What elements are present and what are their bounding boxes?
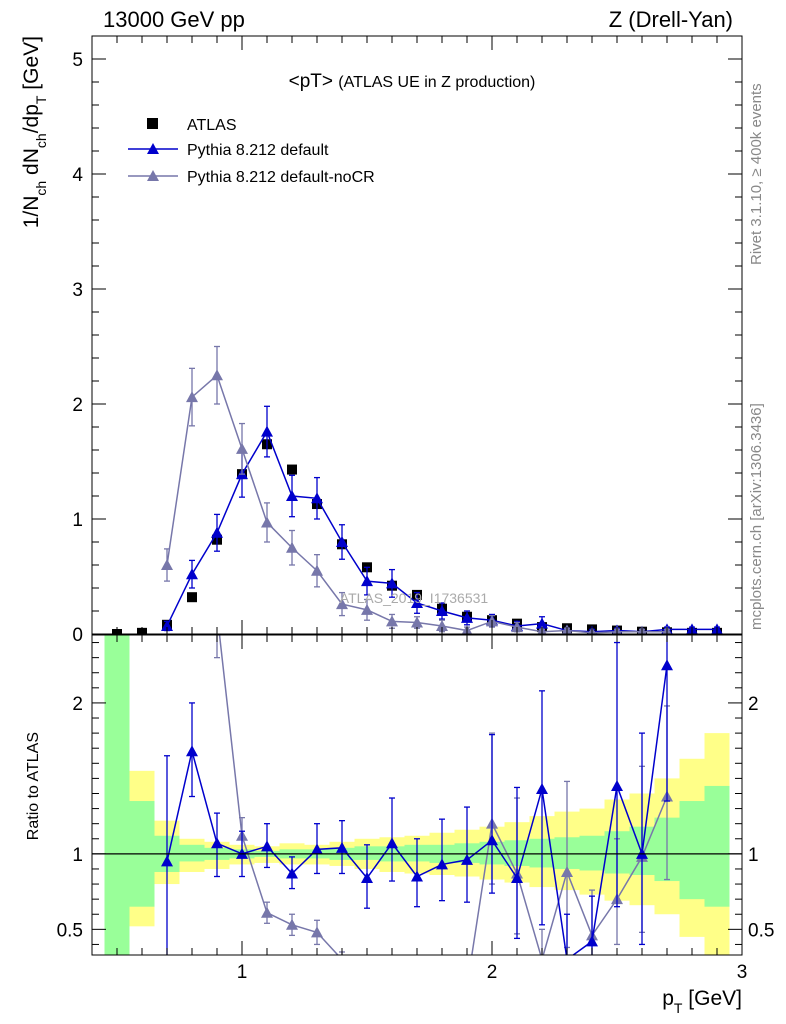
ratio-nocr-point-6: [361, 961, 373, 972]
ratio-nocr-point-10: [461, 981, 473, 992]
ratio-nocr-point-0: [211, 606, 223, 617]
default-point-15: [536, 617, 548, 629]
main-y-tick-label: 4: [72, 165, 83, 186]
legend: ATLAS Pythia 8.212 default Pythia 8.212 …: [128, 117, 375, 186]
ratio-nocr-point-7: [386, 966, 398, 977]
ratio-y-tick-label-left: 1: [72, 845, 83, 866]
default-point-6: [311, 492, 323, 504]
main-y-tick-label: 2: [72, 395, 83, 416]
legend-marker-nocr: [147, 170, 159, 181]
default-point-4: [261, 425, 273, 437]
legend-marker-atlas: [147, 118, 158, 129]
default-point-10: [411, 596, 423, 608]
ratio-y-tick-label-left: 0.5: [57, 920, 83, 941]
ratio-default-point-10: [411, 870, 423, 882]
ratio-default-point-12: [461, 853, 473, 865]
ratio-nocr-line: [218, 635, 668, 955]
ratio-band-green-24: [704, 785, 730, 907]
atlas-point-3: [187, 592, 197, 603]
plot-title: <pT> (ATLAS UE in Z production): [289, 71, 536, 92]
legend-marker-default: [147, 143, 159, 154]
header-right: Z (Drell-Yan): [609, 7, 733, 32]
ratio-default-point-0: [161, 855, 173, 867]
main-y-tick-label: 0: [72, 625, 83, 646]
ratio-default-point-1: [186, 745, 198, 757]
main-y-tick-label: 5: [72, 50, 83, 71]
main-y-tick-label: 3: [72, 280, 83, 301]
ratio-series-layer: [161, 606, 673, 992]
x-axis-label: pT [GeV]: [662, 987, 742, 1016]
ratio-default-point-15: [536, 782, 548, 794]
ratio-default-point-5: [286, 867, 298, 879]
ratio-y-tick-label-right: 0.5: [748, 920, 774, 941]
ratio-nocr-point-8: [411, 969, 423, 980]
x-tick-label: 1: [237, 962, 248, 983]
ratio-default-point-14: [511, 872, 523, 884]
ratio-default-point-4: [261, 840, 273, 852]
nocr-point-2: [211, 369, 223, 381]
ratio-default-point-6: [311, 843, 323, 855]
default-point-7: [336, 536, 348, 547]
ratio-default-point-9: [386, 837, 398, 849]
ratio-default-point-7: [336, 841, 348, 853]
nocr-point-6: [311, 564, 323, 576]
nocr-point-10: [411, 616, 423, 628]
default-point-12: [461, 611, 473, 623]
atlas-point-7: [287, 464, 297, 475]
ratio-band-green-23: [679, 801, 705, 900]
plot-title-main: <pT>: [289, 71, 333, 92]
nocr-point-9: [386, 615, 398, 627]
ratio-band-green-3: [179, 844, 205, 862]
analysis-watermark: ATLAS_2019_I1736531: [340, 590, 489, 606]
ratio-nocr-point-3: [286, 918, 298, 930]
nocr-point-7: [336, 598, 348, 610]
nocr-point-0: [161, 559, 173, 570]
ratio-band-green-19: [579, 835, 605, 871]
default-point-2: [211, 526, 223, 538]
x-tick-label: 2: [487, 962, 498, 983]
ratio-default-point-11: [436, 858, 448, 870]
nocr-point-1: [186, 391, 198, 403]
legend-label-atlas: ATLAS: [187, 117, 237, 134]
plot-title-sub: (ATLAS UE in Z production): [338, 74, 535, 91]
default-point-0: [161, 619, 173, 631]
default-point-8: [361, 575, 373, 587]
axes-layer: 1 2 3 0 1 2 3 4 5 0.5 0.5 1 1 2 2: [57, 35, 774, 983]
ratio-default-point-2: [211, 837, 223, 849]
header-left: 13000 GeV pp: [103, 7, 245, 32]
ratio-nocr-point-4: [311, 926, 323, 938]
ratio-y-tick-label-left: 2: [72, 694, 83, 715]
ratio-default-point-18: [611, 779, 623, 791]
ratio-default-point-20: [661, 659, 673, 671]
default-point-1: [186, 568, 198, 580]
main-y-tick-label: 1: [72, 510, 83, 531]
nocr-point-4: [261, 516, 273, 528]
ratio-default-point-8: [361, 872, 373, 884]
ratio-uncertainty-bands: [104, 635, 730, 955]
ratio-y-tick-label-right: 1: [748, 845, 759, 866]
default-point-5: [286, 490, 298, 501]
nocr-point-14: [511, 621, 523, 633]
ratio-band-green-0: [104, 635, 130, 955]
nocr-point-11: [436, 619, 448, 631]
ratio-default-point-13: [486, 834, 498, 846]
legend-label-default: Pythia 8.212 default: [187, 142, 329, 159]
legend-label-nocr: Pythia 8.212 default-noCR: [187, 169, 375, 186]
ratio-default-point-17: [586, 935, 598, 947]
ratio-nocr-point-9: [436, 972, 448, 983]
nocr-point-8: [361, 603, 373, 615]
mcplots-label: mcplots.cern.ch [arXiv:1306.3436]: [748, 403, 765, 630]
default-point-11: [436, 605, 448, 616]
nocr-point-3: [236, 442, 248, 454]
rivet-label: Rivet 3.1.10, ≥ 400k events: [748, 83, 765, 265]
ratio-nocr-point-14: [561, 865, 573, 877]
ratio-nocr-point-2: [261, 906, 273, 918]
y-axis-label-bottom: Ratio to ATLAS: [25, 732, 42, 840]
ratio-y-tick-label-right: 2: [748, 694, 759, 715]
nocr-point-5: [286, 541, 298, 553]
y-axis-label-top: 1/Nch dNch/dpT [GeV]: [20, 36, 49, 228]
default-point-9: [386, 577, 398, 589]
x-tick-label: 3: [737, 962, 748, 983]
